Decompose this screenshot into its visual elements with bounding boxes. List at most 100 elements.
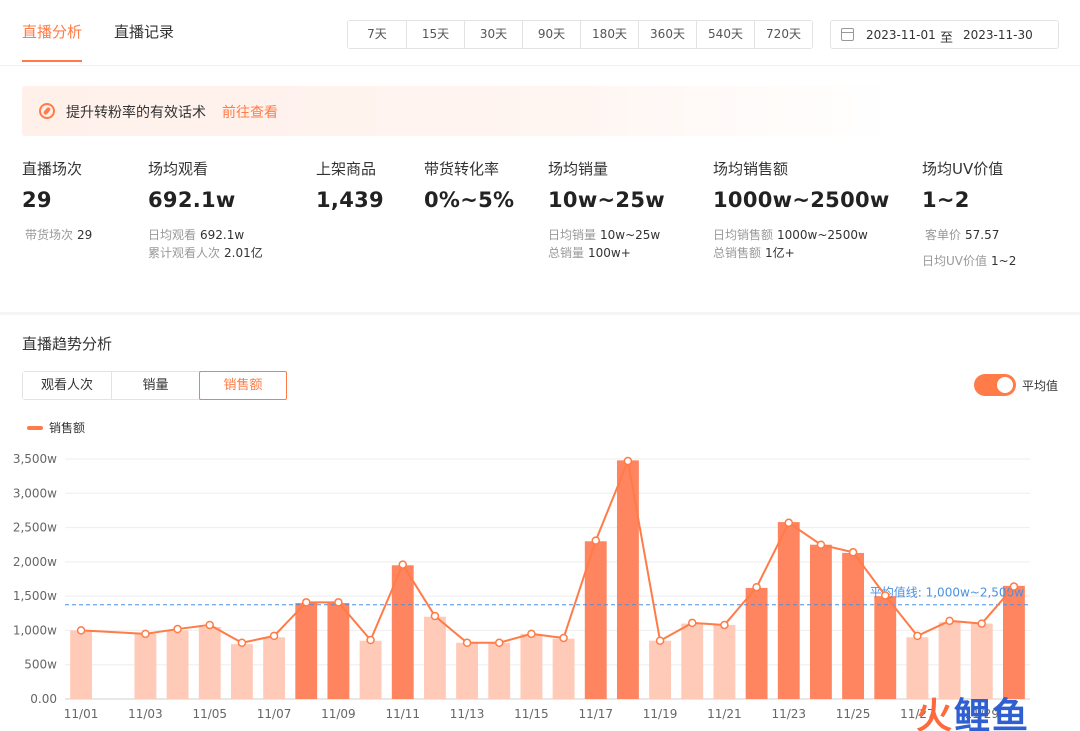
range-7d-button[interactable]: 7天 bbox=[348, 21, 406, 48]
average-toggle[interactable] bbox=[974, 374, 1016, 396]
metric-sub: 日均UV价值 1~2 bbox=[922, 254, 1017, 268]
metric-sub: 日均销售额 1000w~2500w bbox=[713, 228, 868, 242]
metric-sub: 总销售额 1亿+ bbox=[713, 246, 795, 260]
tip-banner: 提升转粉率的有效话术 前往查看 bbox=[22, 86, 892, 136]
y-tick-label: 3,000w bbox=[13, 486, 57, 500]
data-point bbox=[334, 598, 343, 607]
x-tick-label: 11/15 bbox=[514, 707, 549, 721]
bar bbox=[359, 640, 382, 699]
date-start[interactable]: 2023-11-01 bbox=[866, 28, 936, 42]
metric-sub: 总销量 100w+ bbox=[548, 246, 631, 260]
data-point bbox=[559, 633, 568, 643]
bar bbox=[456, 642, 479, 699]
x-tick-label: 11/29 bbox=[964, 707, 999, 721]
metric-avg-revenue: 场均销售额 1000w~2500w 日均销售额 1000w~2500w 总销售额 1… bbox=[713, 158, 890, 262]
bar bbox=[166, 630, 189, 699]
bar bbox=[423, 616, 446, 699]
average-toggle-label: 平均值 bbox=[1022, 379, 1059, 393]
overview-card: 直播分析 直播记录 7天 15天 30天 90天 180天 360天 540天 … bbox=[0, 0, 1080, 312]
range-720d-button[interactable]: 720天 bbox=[754, 21, 812, 48]
tab-live-records[interactable]: 直播记录 bbox=[114, 23, 175, 41]
data-point bbox=[237, 638, 247, 648]
metric-live-sessions: 直播场次 29 带货场次 29 bbox=[22, 158, 92, 244]
chart-legend[interactable]: 销售额 bbox=[27, 419, 85, 436]
data-point bbox=[591, 536, 600, 545]
data-point bbox=[173, 624, 182, 634]
bar bbox=[327, 603, 350, 699]
range-15d-button[interactable]: 15天 bbox=[406, 21, 464, 48]
metric-label: 直播场次 bbox=[22, 160, 83, 178]
series-line bbox=[81, 457, 1015, 644]
bar bbox=[842, 552, 865, 699]
metric-avg-sales: 场均销量 10w~25w 日均销量 10w~25w 总销量 100w+ bbox=[548, 158, 665, 262]
seg-views-button[interactable]: 观看人次 bbox=[23, 372, 111, 399]
range-180d-button[interactable]: 180天 bbox=[580, 21, 638, 48]
y-tick-label: 2,500w bbox=[13, 521, 57, 535]
metric-label: 场均UV价值 bbox=[922, 160, 1004, 178]
seg-sales-button[interactable]: 销量 bbox=[111, 372, 199, 399]
metric-sub: 日均销量 10w~25w bbox=[548, 228, 661, 242]
data-point bbox=[76, 626, 86, 635]
metric-conversion-rate: 带货转化率 0%~5% bbox=[424, 158, 514, 212]
x-tick-label: 11/13 bbox=[450, 707, 485, 721]
metric-value: 1000w~2500w bbox=[713, 188, 890, 212]
data-point bbox=[462, 638, 472, 648]
bar bbox=[809, 544, 832, 699]
data-point bbox=[977, 619, 986, 628]
y-tick-label: 1,500w bbox=[13, 589, 57, 603]
data-point bbox=[1009, 582, 1019, 591]
metric-value: 0%~5% bbox=[424, 188, 515, 212]
range-540d-button[interactable]: 540天 bbox=[696, 21, 754, 48]
date-picker[interactable]: 2023-11-01 至 2023-11-30 bbox=[830, 20, 1059, 49]
data-point bbox=[881, 591, 890, 600]
y-tick-label: 1,000w bbox=[13, 623, 57, 637]
seg-revenue-button[interactable]: 销售额 bbox=[199, 371, 287, 400]
data-point bbox=[720, 620, 729, 630]
data-point bbox=[688, 618, 697, 628]
metric-sub: 带货场次 29 bbox=[25, 228, 93, 242]
metric-label: 场均销售额 bbox=[713, 160, 789, 178]
bar bbox=[488, 642, 511, 699]
range-90d-button[interactable]: 90天 bbox=[522, 21, 580, 48]
data-point bbox=[816, 540, 826, 549]
legend-label: 销售额 bbox=[49, 421, 86, 435]
banner-text: 提升转粉率的有效话术 bbox=[66, 105, 206, 121]
data-point bbox=[366, 635, 375, 645]
calendar-icon bbox=[841, 28, 854, 41]
metric-value: 1~2 bbox=[922, 188, 970, 212]
section-title: 直播趋势分析 bbox=[22, 335, 113, 353]
metric-value: 1,439 bbox=[316, 188, 384, 212]
data-point bbox=[495, 638, 504, 648]
metric-label: 场均销量 bbox=[548, 160, 609, 178]
x-tick-label: 11/17 bbox=[578, 707, 613, 721]
range-360d-button[interactable]: 360天 bbox=[638, 21, 696, 48]
data-point bbox=[141, 629, 150, 639]
tab-live-analysis[interactable]: 直播分析 bbox=[22, 0, 83, 64]
banner-link[interactable]: 前往查看 bbox=[222, 105, 278, 121]
x-tick-label: 11/05 bbox=[192, 707, 227, 721]
metric-sub: 日均观看 692.1w bbox=[148, 228, 245, 242]
date-range-selector: 7天 15天 30天 90天 180天 360天 540天 720天 bbox=[347, 20, 813, 49]
bar bbox=[134, 633, 157, 699]
watermark-logo: 火鲤鱼 bbox=[916, 696, 1031, 731]
metric-listed-products: 上架商品 1,439 bbox=[316, 158, 384, 212]
y-tick-label: 3,500w bbox=[13, 452, 57, 466]
average-line-label: 平均值线: 1,000w~2,500w bbox=[870, 585, 1024, 600]
metric-segment-control: 观看人次 销量 销售额 bbox=[22, 371, 287, 400]
bar bbox=[970, 623, 993, 699]
bar bbox=[777, 522, 800, 699]
metric-avg-views: 场均观看 692.1w 日均观看 692.1w 累计观看人次 2.01亿 bbox=[148, 158, 263, 262]
bar bbox=[649, 640, 672, 699]
bar bbox=[906, 637, 929, 699]
x-tick-label: 11/09 bbox=[321, 707, 356, 721]
data-point bbox=[784, 518, 793, 528]
x-tick-label: 11/01 bbox=[64, 707, 99, 721]
metric-value: 692.1w bbox=[148, 188, 236, 212]
bar bbox=[552, 638, 575, 699]
date-end[interactable]: 2023-11-30 bbox=[963, 28, 1033, 42]
bar bbox=[391, 565, 414, 699]
metric-value: 10w~25w bbox=[548, 188, 665, 212]
metric-sub: 客单价 57.57 bbox=[925, 228, 1000, 242]
range-30d-button[interactable]: 30天 bbox=[464, 21, 522, 48]
